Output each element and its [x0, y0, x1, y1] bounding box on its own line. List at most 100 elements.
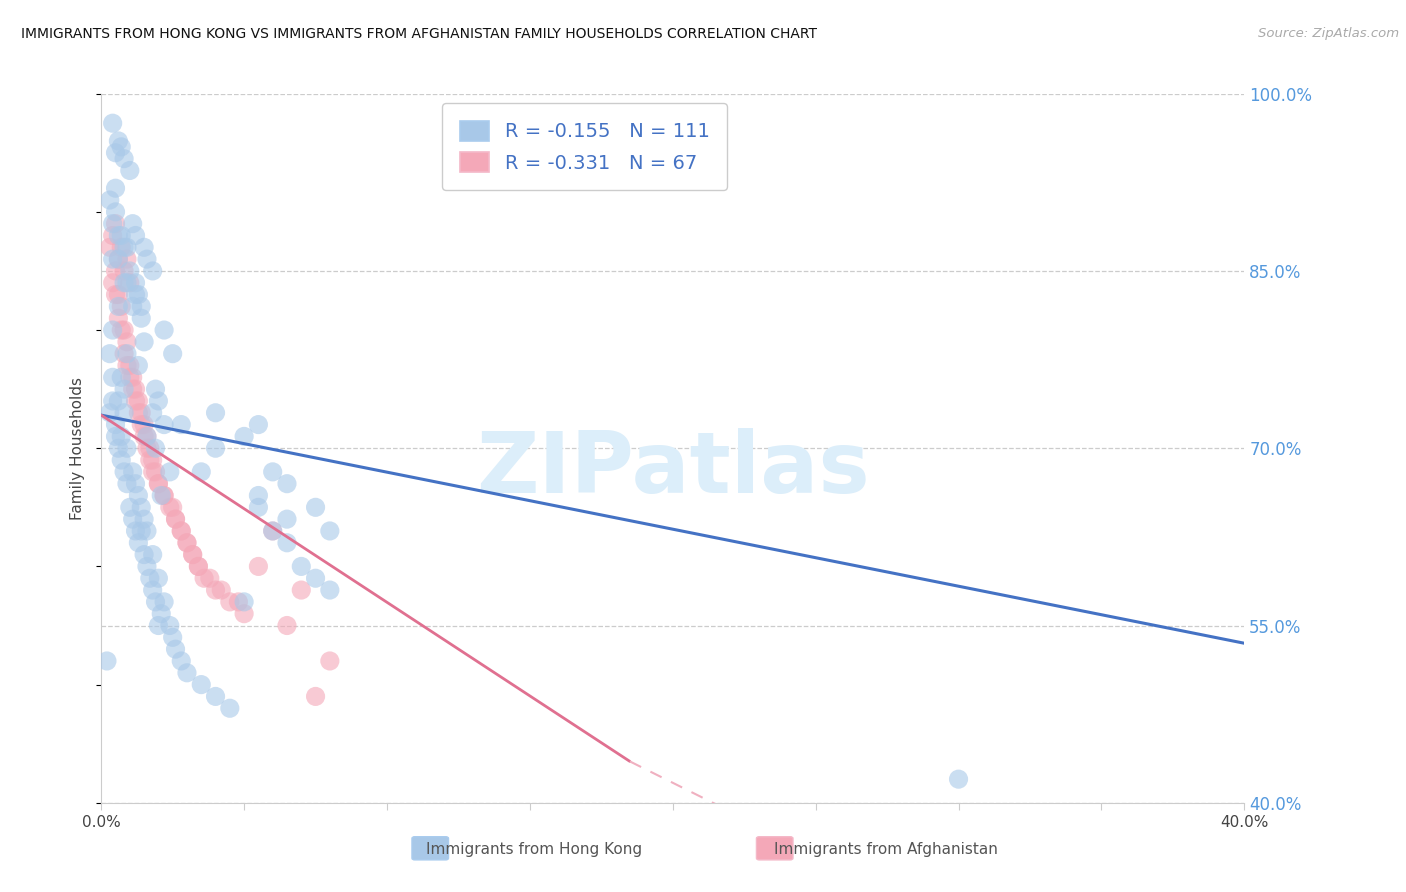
Point	[142, 406, 165, 420]
Point	[110, 323, 132, 337]
Point	[115, 347, 138, 361]
Point	[136, 252, 159, 267]
Point	[159, 618, 181, 632]
Point	[110, 140, 132, 154]
Point	[132, 417, 155, 432]
Point	[118, 264, 141, 278]
Point	[129, 417, 152, 432]
Point	[204, 583, 226, 598]
Point	[96, 654, 118, 668]
Point	[153, 417, 176, 432]
Point	[290, 583, 312, 598]
Point	[162, 500, 184, 515]
Point	[204, 406, 226, 420]
Point	[176, 535, 198, 549]
Point	[110, 453, 132, 467]
Point	[107, 300, 129, 314]
Point	[139, 453, 162, 467]
Point	[139, 571, 162, 585]
Point	[193, 571, 215, 585]
Point	[104, 205, 127, 219]
Point	[98, 347, 121, 361]
Point	[115, 334, 138, 349]
Point	[948, 772, 970, 787]
Point	[148, 618, 170, 632]
Point	[145, 382, 167, 396]
Point	[107, 394, 129, 409]
Point	[107, 442, 129, 456]
Point	[101, 217, 124, 231]
Point	[187, 559, 209, 574]
Point	[262, 524, 284, 538]
Point	[187, 559, 209, 574]
Point	[153, 323, 176, 337]
Point	[118, 500, 141, 515]
Point	[101, 116, 124, 130]
Point	[247, 500, 270, 515]
Point	[319, 654, 342, 668]
Point	[262, 465, 284, 479]
Point	[112, 465, 135, 479]
Point	[112, 240, 135, 254]
Point	[101, 370, 124, 384]
Point	[319, 583, 342, 598]
Text: ZIPatlas: ZIPatlas	[475, 428, 870, 511]
Point	[129, 524, 152, 538]
Point	[104, 181, 127, 195]
Point	[101, 276, 124, 290]
Point	[304, 690, 326, 704]
Point	[98, 406, 121, 420]
Point	[162, 630, 184, 644]
Point	[142, 548, 165, 562]
Point	[276, 512, 298, 526]
Point	[127, 359, 149, 373]
Point	[136, 524, 159, 538]
Point	[127, 287, 149, 301]
Point	[148, 476, 170, 491]
Point	[118, 370, 141, 384]
Point	[124, 228, 146, 243]
Point	[276, 618, 298, 632]
Point	[132, 334, 155, 349]
FancyBboxPatch shape	[756, 837, 793, 860]
Point	[115, 276, 138, 290]
Point	[129, 500, 152, 515]
Point	[101, 323, 124, 337]
Point	[98, 193, 121, 207]
Point	[190, 465, 212, 479]
Point	[247, 489, 270, 503]
FancyBboxPatch shape	[412, 837, 449, 860]
Point	[121, 382, 143, 396]
Point	[115, 240, 138, 254]
Point	[115, 442, 138, 456]
Point	[247, 417, 270, 432]
Point	[150, 489, 173, 503]
Point	[142, 264, 165, 278]
Point	[112, 406, 135, 420]
Point	[118, 276, 141, 290]
Point	[132, 240, 155, 254]
Point	[136, 559, 159, 574]
Point	[276, 535, 298, 549]
Point	[127, 406, 149, 420]
Point	[153, 595, 176, 609]
Point	[129, 311, 152, 326]
Point	[112, 382, 135, 396]
Point	[101, 394, 124, 409]
Point	[233, 607, 256, 621]
Point	[101, 228, 124, 243]
Point	[110, 429, 132, 443]
Point	[145, 465, 167, 479]
Point	[129, 406, 152, 420]
Point	[132, 548, 155, 562]
Point	[165, 642, 187, 657]
Text: Immigrants from Hong Kong: Immigrants from Hong Kong	[426, 842, 643, 856]
Point	[104, 217, 127, 231]
Point	[228, 595, 250, 609]
Point	[142, 453, 165, 467]
Point	[136, 442, 159, 456]
Point	[121, 300, 143, 314]
Point	[136, 429, 159, 443]
Point	[181, 548, 204, 562]
Point	[159, 500, 181, 515]
